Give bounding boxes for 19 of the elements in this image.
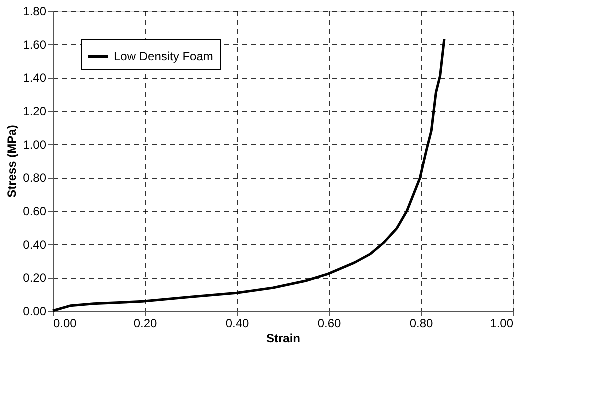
y-tick-label: 0.40 — [23, 238, 47, 252]
y-tick-label: 0.00 — [23, 304, 47, 318]
x-axis-title: Strain — [266, 332, 301, 346]
x-tick-label: 0.40 — [226, 316, 250, 330]
x-tick-label: 1.00 — [490, 316, 514, 330]
y-tick-label: 1.20 — [23, 104, 47, 118]
x-tick-label: 0.80 — [410, 316, 434, 330]
y-tick-label: 1.00 — [23, 138, 47, 152]
y-tick-label: 1.40 — [23, 71, 47, 86]
legend-label: Low Density Foam — [114, 50, 214, 64]
y-tick-label: 0.80 — [23, 171, 47, 186]
x-tick-label: 0.20 — [134, 316, 158, 330]
y-tick-label: 1.80 — [23, 4, 47, 18]
y-tick-label: 1.60 — [23, 38, 47, 52]
y-tick-label: 0.60 — [23, 204, 47, 218]
y-axis-title: Stress (MPa) — [5, 125, 20, 198]
x-tick-label: 0.00 — [54, 316, 78, 330]
y-tick-label: 0.20 — [23, 271, 47, 286]
x-tick-label: 0.60 — [318, 316, 342, 330]
